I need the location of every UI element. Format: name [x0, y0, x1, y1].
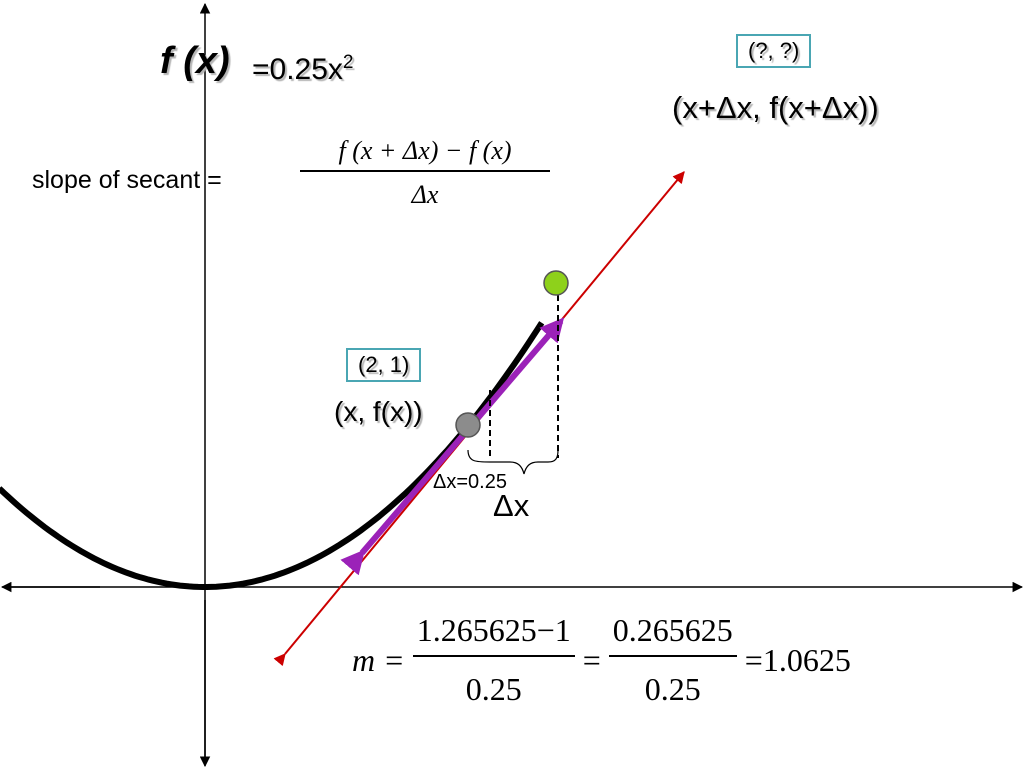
delta-brace — [467, 449, 559, 475]
secant-slope-label: slope of secant = — [32, 166, 222, 194]
slope-result: =1.0625 — [744, 641, 851, 678]
function-equation-base: =0.25x — [252, 53, 343, 86]
secant-segment — [340, 317, 565, 576]
slope-fraction-2-numerator: 0.265625 — [608, 612, 737, 657]
slope-fraction-1: 1.265625−1 0.25 — [412, 612, 575, 708]
slope-fraction-1-numerator: 1.265625−1 — [412, 612, 575, 657]
delta-x-value: Δx=0.25 — [433, 471, 507, 493]
point-b-marker — [543, 270, 569, 296]
slope-fraction-2: 0.265625 0.25 — [608, 612, 737, 708]
slope-fraction-1-denominator: 0.25 — [465, 671, 522, 707]
point-b-box: (?, ?) — [736, 34, 812, 68]
point-b-label: (x+Δx, f(x+Δx)) — [672, 90, 879, 125]
point-a-box: (2, 1) — [346, 348, 422, 382]
secant-formula: f (x + Δx) − f (x) Δx — [300, 136, 550, 210]
slope-fraction-2-denominator: 0.25 — [644, 671, 701, 707]
parabola-curve — [0, 321, 545, 590]
point-a-marker — [455, 412, 481, 438]
slope-calculation: m = 1.265625−1 0.25 = 0.265625 0.25 =1.0… — [352, 612, 851, 708]
function-name: f (x) — [160, 40, 230, 82]
function-equation: =0.25x2 — [252, 52, 354, 87]
secant-formula-numerator: f (x + Δx) − f (x) — [300, 136, 550, 172]
point-a-label: (x, f(x)) — [334, 396, 423, 427]
slope-lhs: m = — [352, 641, 405, 678]
delta-x-symbol: Δx — [493, 488, 530, 523]
secant-formula-denominator: Δx — [411, 180, 439, 209]
slope-equals: = — [582, 641, 601, 678]
function-equation-exponent: 2 — [342, 52, 354, 73]
